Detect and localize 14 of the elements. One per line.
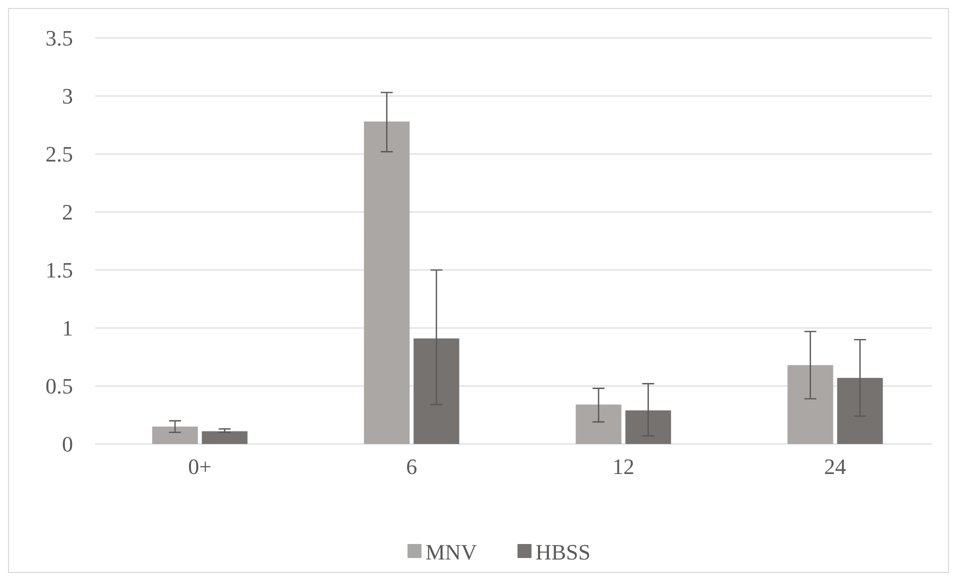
x-tick-label: 6: [406, 454, 418, 479]
legend-label: MNV: [426, 540, 477, 565]
y-tick-label: 0: [62, 432, 73, 457]
y-tick-label: 2.5: [46, 142, 73, 167]
y-tick-label: 1.5: [46, 258, 73, 283]
y-tick-label: 3: [62, 84, 73, 109]
x-tick-label: 12: [612, 454, 634, 479]
y-tick-label: 3.5: [46, 26, 73, 51]
y-tick-label: 1: [62, 316, 73, 341]
legend-label: HBSS: [536, 540, 591, 565]
y-tick-label: 0.5: [46, 374, 73, 399]
x-tick-label: 0+: [188, 454, 212, 479]
x-tick-label: 24: [824, 454, 846, 479]
y-tick-label: 2: [62, 200, 73, 225]
